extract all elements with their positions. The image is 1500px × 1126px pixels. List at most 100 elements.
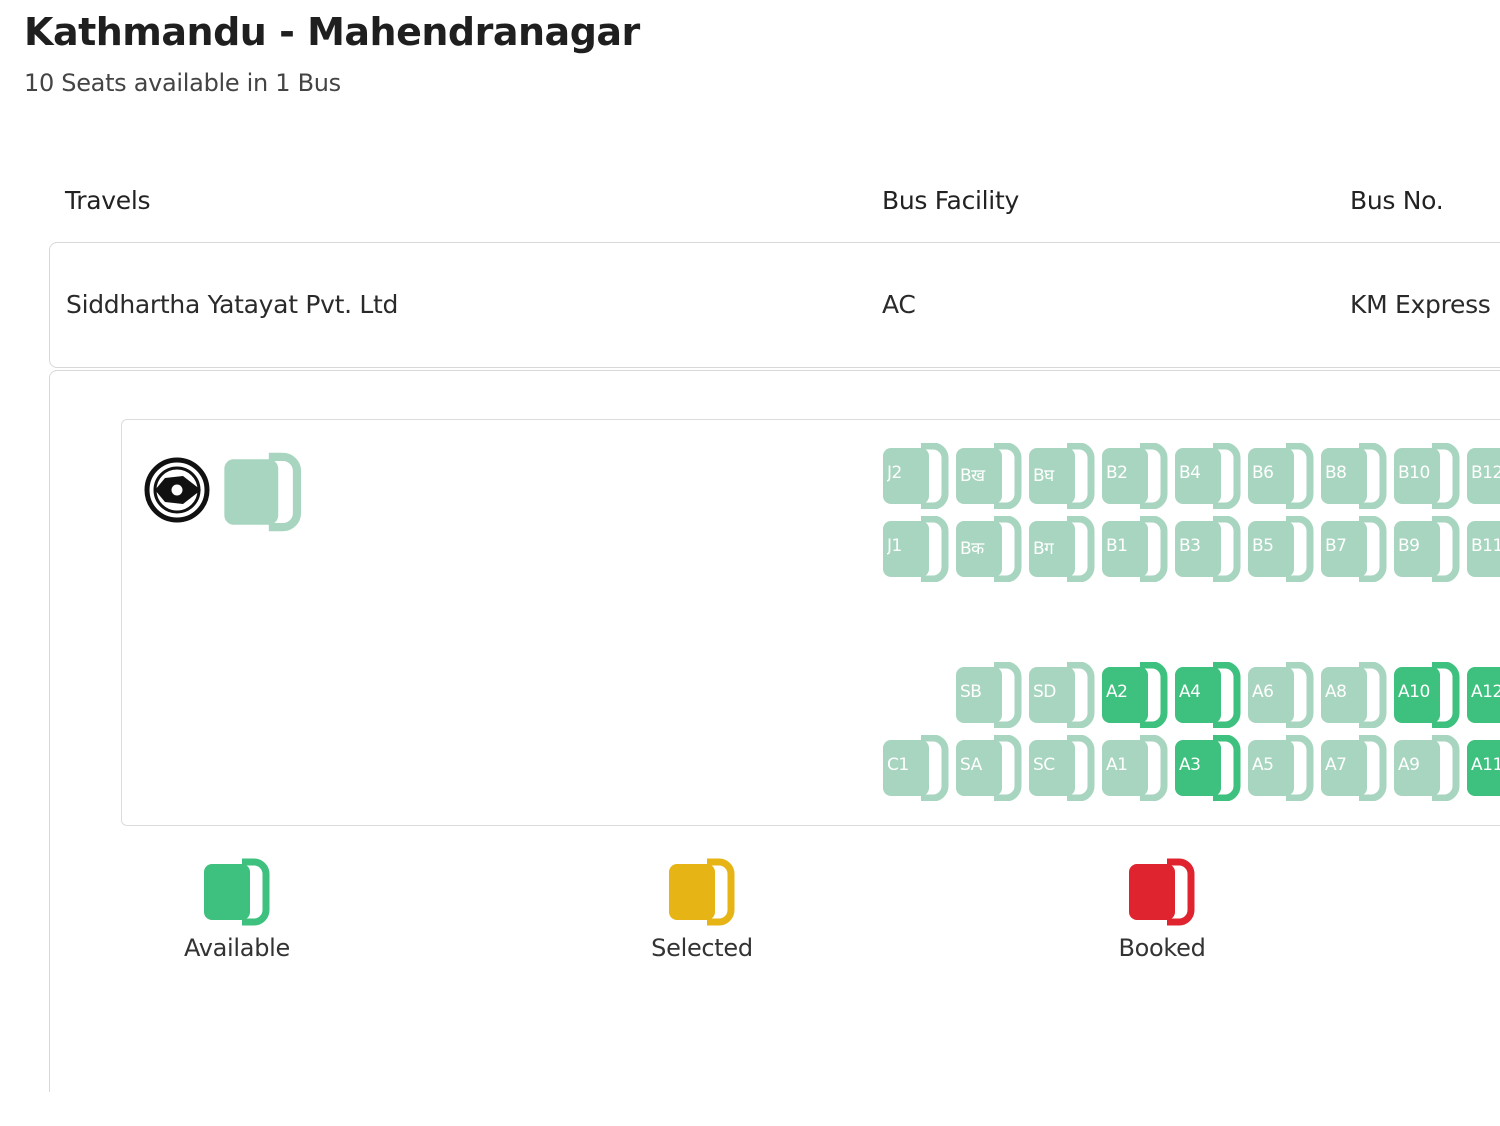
seat-A11[interactable]: A11: [1465, 735, 1500, 801]
seat-icon: [1029, 662, 1095, 728]
legend-selected-label: Selected: [651, 934, 753, 962]
seat-C1[interactable]: C1: [881, 735, 951, 801]
seat-B8[interactable]: B8: [1319, 443, 1389, 509]
seat-label: A5: [1252, 755, 1274, 775]
seat-A9[interactable]: A9: [1392, 735, 1462, 801]
seat-label: SD: [1033, 682, 1056, 702]
seat-label: A2: [1106, 682, 1128, 702]
legend-selected: Selected: [622, 858, 782, 962]
seat-label: B8: [1325, 463, 1347, 483]
seat-A1[interactable]: A1: [1100, 735, 1170, 801]
seat-A10[interactable]: A10: [1392, 662, 1462, 728]
seat-A7[interactable]: A7: [1319, 735, 1389, 801]
seat-label: A3: [1179, 755, 1201, 775]
seat-icon: [883, 443, 949, 509]
seat-label: B2: [1106, 463, 1128, 483]
seat-label: SB: [960, 682, 982, 702]
seat-icon: [1467, 521, 1500, 577]
legend-available-label: Available: [184, 934, 290, 962]
seat-label: A6: [1252, 682, 1274, 702]
seat-icon: [1321, 735, 1387, 801]
seat-label: B7: [1325, 536, 1347, 556]
seat-B9[interactable]: B9: [1392, 516, 1462, 582]
legend-booked: Booked: [1082, 858, 1242, 962]
seat-icon: [1248, 516, 1314, 582]
seat-B12[interactable]: B12: [1465, 443, 1500, 509]
seat-B7[interactable]: B7: [1319, 516, 1389, 582]
seat-label: Bग: [1033, 539, 1054, 559]
driver-side-seat: [222, 452, 304, 532]
seat-icon: [1175, 735, 1241, 801]
bus-details-panel: [49, 370, 1500, 1092]
seat-label: B1: [1106, 536, 1128, 556]
seat-B1[interactable]: B1: [1100, 516, 1170, 582]
seat-label: A10: [1398, 682, 1430, 702]
column-header-bus-no: Bus No.: [1350, 186, 1444, 215]
seat-label: SC: [1033, 755, 1055, 775]
seat-J1[interactable]: J1: [881, 516, 951, 582]
bus-travels-name: Siddhartha Yatayat Pvt. Ltd: [66, 290, 399, 319]
seat-label: Bख: [960, 466, 985, 486]
seat-B5[interactable]: B5: [1246, 516, 1316, 582]
seat-icon: [883, 516, 949, 582]
seat-icon: [1394, 516, 1460, 582]
seat-SA[interactable]: SA: [954, 735, 1024, 801]
seat-icon: [1248, 662, 1314, 728]
seat-icon: [956, 662, 1022, 728]
seat-B10[interactable]: B10: [1392, 443, 1462, 509]
seat-icon: [1394, 735, 1460, 801]
seat-label: B5: [1252, 536, 1274, 556]
seat-B4[interactable]: B4: [1173, 443, 1243, 509]
seat-label: A12: [1471, 682, 1500, 702]
seat-icon: [1394, 443, 1460, 509]
seat-Bग[interactable]: Bग: [1027, 516, 1097, 582]
column-header-travels: Travels: [65, 186, 151, 215]
seat-icon: [1467, 448, 1500, 504]
seat-icon: [956, 443, 1022, 509]
seat-SD[interactable]: SD: [1027, 662, 1097, 728]
seat-Bख[interactable]: Bख: [954, 443, 1024, 509]
seat-icon: [1321, 443, 1387, 509]
seat-icon: [1029, 735, 1095, 801]
seat-A2[interactable]: A2: [1100, 662, 1170, 728]
bus-list-row[interactable]: [49, 242, 1500, 368]
seat-icon: [1321, 516, 1387, 582]
seat-J2[interactable]: J2: [881, 443, 951, 509]
seat-Bघ[interactable]: Bघ: [1027, 443, 1097, 509]
seat-icon: [1029, 516, 1095, 582]
seat-B6[interactable]: B6: [1246, 443, 1316, 509]
seat-label: J1: [887, 536, 902, 556]
seat-B2[interactable]: B2: [1100, 443, 1170, 509]
seat-icon: [1129, 858, 1195, 926]
seat-label: A9: [1398, 755, 1420, 775]
seat-label: J2: [887, 463, 902, 483]
seat-A6[interactable]: A6: [1246, 662, 1316, 728]
seat-A5[interactable]: A5: [1246, 735, 1316, 801]
seat-label: B10: [1398, 463, 1430, 483]
seat-label: B4: [1179, 463, 1201, 483]
seat-label: A1: [1106, 755, 1128, 775]
seat-SB[interactable]: SB: [954, 662, 1024, 728]
seat-Bक[interactable]: Bक: [954, 516, 1024, 582]
seat-icon: [1321, 662, 1387, 728]
seats-available-summary: 10 Seats available in 1 Bus: [24, 69, 341, 97]
seat-A12[interactable]: A12: [1465, 662, 1500, 728]
seat-icon: [1102, 735, 1168, 801]
seat-icon: [956, 516, 1022, 582]
seat-icon: [669, 858, 735, 926]
seat-A3[interactable]: A3: [1173, 735, 1243, 801]
seat-B11[interactable]: B11: [1465, 516, 1500, 582]
seat-icon: [1102, 662, 1168, 728]
seat-layout: [121, 419, 1500, 826]
seat-label: Bघ: [1033, 466, 1054, 486]
seat-SC[interactable]: SC: [1027, 735, 1097, 801]
bus-facility-value: AC: [882, 290, 916, 319]
seat-icon: [956, 735, 1022, 801]
seat-icon: [1175, 516, 1241, 582]
seat-A4[interactable]: A4: [1173, 662, 1243, 728]
seat-A8[interactable]: A8: [1319, 662, 1389, 728]
seat-B3[interactable]: B3: [1173, 516, 1243, 582]
seat-label: A7: [1325, 755, 1347, 775]
seat-icon: [1248, 443, 1314, 509]
seat-icon: [883, 735, 949, 801]
